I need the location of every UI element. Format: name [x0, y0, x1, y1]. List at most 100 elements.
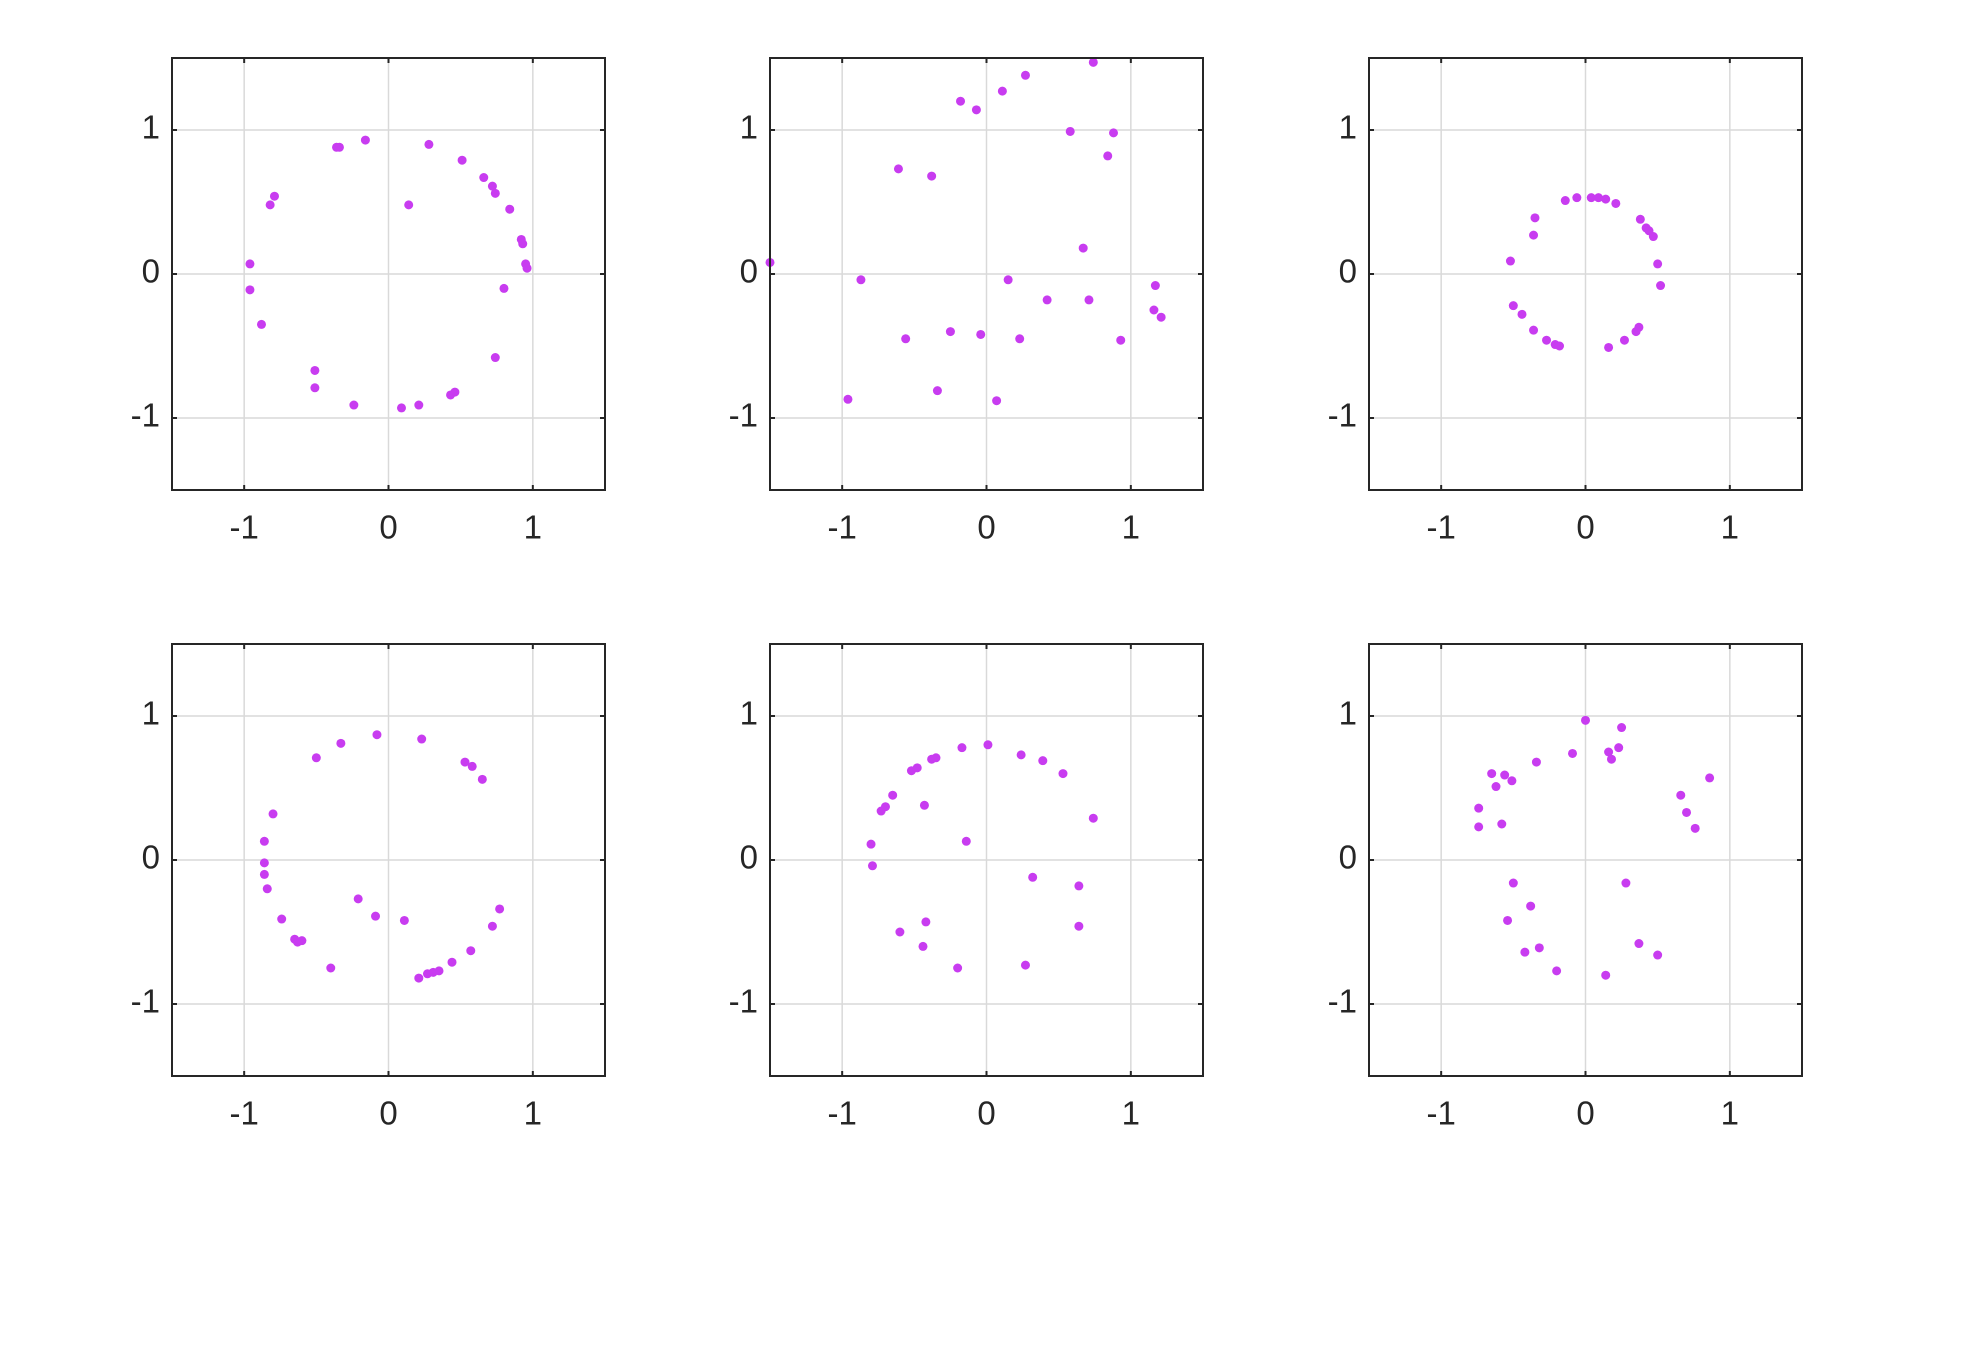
point — [245, 285, 255, 295]
subplot: -1 0 1 -1 0 1 — [729, 57, 1204, 546]
point — [479, 173, 489, 183]
point — [1149, 305, 1159, 315]
point — [976, 329, 986, 339]
point — [265, 200, 275, 210]
point — [956, 96, 966, 106]
point — [1648, 232, 1658, 242]
y-tick-label: -1 — [729, 397, 758, 434]
point — [447, 957, 457, 967]
point — [371, 911, 381, 921]
point — [1074, 881, 1084, 891]
x-tick-label: -1 — [1426, 509, 1455, 546]
point — [467, 761, 477, 771]
point — [1517, 309, 1527, 319]
point — [1103, 151, 1113, 161]
point — [1705, 773, 1715, 783]
y-tick-label: -1 — [1328, 983, 1357, 1020]
point — [259, 858, 269, 868]
point — [1065, 126, 1075, 136]
y-tick-label: 1 — [740, 695, 758, 732]
point — [918, 941, 928, 951]
point — [1084, 295, 1094, 305]
y-tick-label: 1 — [1339, 109, 1357, 146]
point — [396, 403, 406, 413]
point — [336, 738, 346, 748]
point — [1542, 335, 1552, 345]
point — [326, 963, 336, 973]
subplot: -1 0 1 -1 0 1 — [729, 643, 1204, 1132]
point — [505, 204, 515, 214]
point — [1604, 342, 1614, 352]
axes-frame — [769, 643, 1204, 1077]
y-tick-label: 0 — [1339, 839, 1357, 876]
point — [880, 802, 890, 812]
point — [1552, 966, 1562, 976]
point — [1568, 748, 1578, 758]
point — [499, 283, 509, 293]
x-tick-label: 1 — [524, 509, 542, 546]
y-tick-label: -1 — [131, 397, 160, 434]
point — [1500, 770, 1510, 780]
point — [1572, 193, 1582, 203]
point — [1078, 243, 1088, 253]
point — [1156, 312, 1166, 322]
x-tick-label: 1 — [1721, 1095, 1739, 1132]
x-tick-label: 0 — [977, 509, 995, 546]
point — [1015, 334, 1025, 344]
point — [490, 353, 500, 363]
point — [997, 86, 1007, 96]
point — [953, 963, 963, 973]
point — [921, 917, 931, 927]
point — [268, 809, 278, 819]
subplot: -1 0 1 -1 0 1 — [131, 57, 606, 546]
point — [1508, 878, 1518, 888]
point — [414, 400, 424, 410]
x-tick-label: 1 — [1721, 509, 1739, 546]
point — [1676, 790, 1686, 800]
point — [919, 800, 929, 810]
point — [256, 319, 266, 329]
point — [262, 884, 272, 894]
y-tick-label: 0 — [142, 253, 160, 290]
point — [957, 743, 967, 753]
point — [360, 135, 370, 145]
point — [931, 753, 941, 763]
point — [1531, 757, 1541, 767]
point — [1555, 341, 1565, 351]
y-tick-label: 0 — [142, 839, 160, 876]
point — [1088, 813, 1098, 823]
point — [1038, 756, 1048, 766]
x-tick-label: 0 — [1576, 509, 1594, 546]
point — [310, 365, 320, 375]
point — [1507, 776, 1517, 786]
axes-frame — [1368, 57, 1803, 491]
point — [1020, 960, 1030, 970]
axes-frame — [1368, 643, 1803, 1077]
point — [434, 966, 444, 976]
y-tick-label: 1 — [740, 109, 758, 146]
x-tick-label: -1 — [827, 1095, 856, 1132]
point — [1617, 723, 1627, 733]
point — [1634, 322, 1644, 332]
point — [1601, 970, 1611, 980]
point — [349, 400, 359, 410]
point — [334, 142, 344, 152]
point — [1614, 743, 1624, 753]
point — [487, 181, 497, 191]
y-tick-label: 1 — [142, 695, 160, 732]
x-tick-label: 0 — [1576, 1095, 1594, 1132]
point — [867, 861, 877, 871]
y-tick-label: 0 — [740, 253, 758, 290]
point — [1474, 822, 1484, 832]
point — [843, 394, 853, 404]
point — [259, 836, 269, 846]
point — [901, 334, 911, 344]
point — [1606, 754, 1616, 764]
y-tick-label: 0 — [740, 839, 758, 876]
point — [1529, 230, 1539, 240]
point — [893, 164, 903, 174]
x-tick-label: 1 — [524, 1095, 542, 1132]
point — [1503, 915, 1513, 925]
point — [927, 171, 937, 181]
point — [487, 921, 497, 931]
